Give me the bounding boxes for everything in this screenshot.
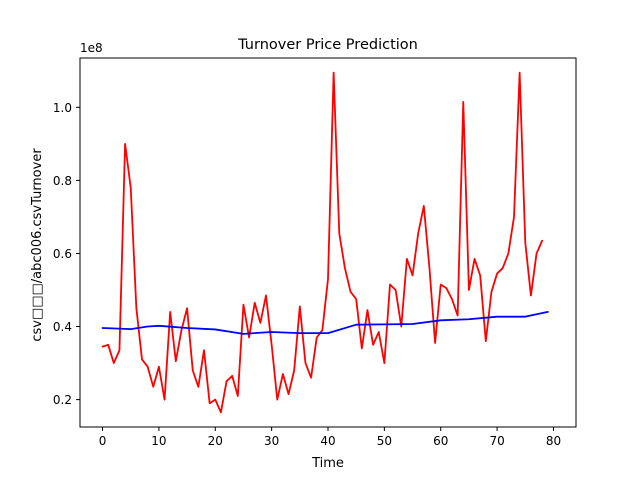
y-tick-label: 0.2 — [53, 393, 72, 407]
y-tick-label: 0.8 — [53, 174, 72, 188]
x-tick-label: 30 — [264, 434, 279, 448]
series-line-0 — [101, 71, 544, 414]
x-tick-label: 10 — [151, 434, 166, 448]
series-line-1 — [101, 311, 549, 335]
y-tick-label: 1.0 — [53, 101, 72, 115]
x-tick-label: 40 — [320, 434, 335, 448]
x-tick-label: 50 — [377, 434, 392, 448]
x-tick-label: 80 — [546, 434, 561, 448]
y-offset-label: 1e8 — [80, 41, 103, 55]
x-ticks: 0 10 20 30 40 50 60 70 80 — [99, 427, 561, 448]
x-tick-label: 20 — [208, 434, 223, 448]
y-tick-label: 0.6 — [53, 247, 72, 261]
x-tick-label: 0 — [99, 434, 107, 448]
x-tick-label: 70 — [489, 434, 504, 448]
x-axis-label: Time — [311, 456, 344, 471]
series-group — [101, 71, 549, 414]
y-tick-label: 0.4 — [53, 320, 72, 334]
chart-title: Turnover Price Prediction — [237, 37, 418, 53]
x-tick-label: 60 — [433, 434, 448, 448]
y-ticks: 0.2 0.4 0.6 0.8 1.0 — [53, 101, 80, 407]
y-axis-label: csv□□□/abc006.csvTurnover — [30, 148, 45, 342]
plot-frame — [79, 57, 577, 428]
